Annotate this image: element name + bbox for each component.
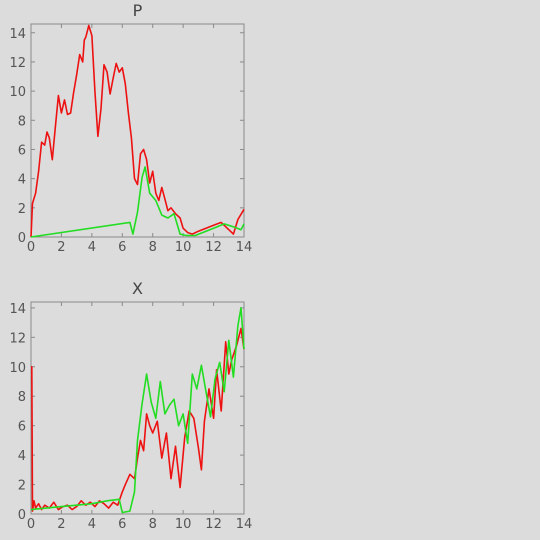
- x-tick-label: 4: [88, 240, 96, 255]
- x-tick-label: 10: [175, 240, 192, 255]
- x-tick-label: 2: [57, 240, 65, 255]
- chart-s: S0246810121405001000150020002500: [270, 0, 540, 270]
- chart-p: P 0 2 4 6 8 10 12 14 0 2 4 6 8 10 12 14: [9, 1, 253, 255]
- x-tick-label: 6: [118, 517, 126, 532]
- chart-title: P: [133, 1, 143, 20]
- y-tick-label: 10: [9, 361, 26, 376]
- x-tick-label: 8: [149, 240, 157, 255]
- y-tick-label: 0: [18, 508, 26, 523]
- y-tick-label: 12: [9, 331, 26, 346]
- chart-title: X: [132, 279, 143, 298]
- series-line-green: [30, 166, 245, 238]
- chart-x: X 0 2 4 6 8 10 12 14 0 2 4 6 8 10 12 14: [9, 279, 253, 532]
- y-tick-label: 8: [18, 390, 26, 405]
- y-tick-label: 8: [18, 114, 26, 129]
- y-tick-label: 14: [9, 27, 26, 42]
- x-tick-label: 8: [149, 517, 157, 532]
- x-tick-label: 2: [57, 517, 65, 532]
- x-tick-label: 12: [205, 517, 222, 532]
- x-tick-label: 0: [27, 240, 35, 255]
- x-tick-label: 14: [236, 517, 253, 532]
- y-tick-label: 6: [18, 420, 26, 435]
- x-tick-label: 10: [175, 517, 192, 532]
- y-tick-label: 14: [9, 302, 26, 317]
- y-tick-label: 6: [18, 143, 26, 158]
- y-tick-label: 4: [18, 173, 26, 188]
- y-tick-label: 10: [9, 85, 26, 100]
- series-line-green: [30, 307, 245, 514]
- y-tick-label: 0: [18, 231, 26, 246]
- y-tick-label: 2: [18, 479, 26, 494]
- y-tick-label: 4: [18, 449, 26, 464]
- y-tick-label: 2: [18, 202, 26, 217]
- series-line-red: [30, 24, 245, 238]
- y-tick-label: 12: [9, 56, 26, 71]
- plot-frame: [30, 23, 245, 238]
- x-tick-label: 4: [88, 517, 96, 532]
- x-tick-label: 0: [27, 517, 35, 532]
- x-tick-label: 14: [236, 240, 253, 255]
- x-tick-label: 6: [118, 240, 126, 255]
- x-tick-label: 12: [205, 240, 222, 255]
